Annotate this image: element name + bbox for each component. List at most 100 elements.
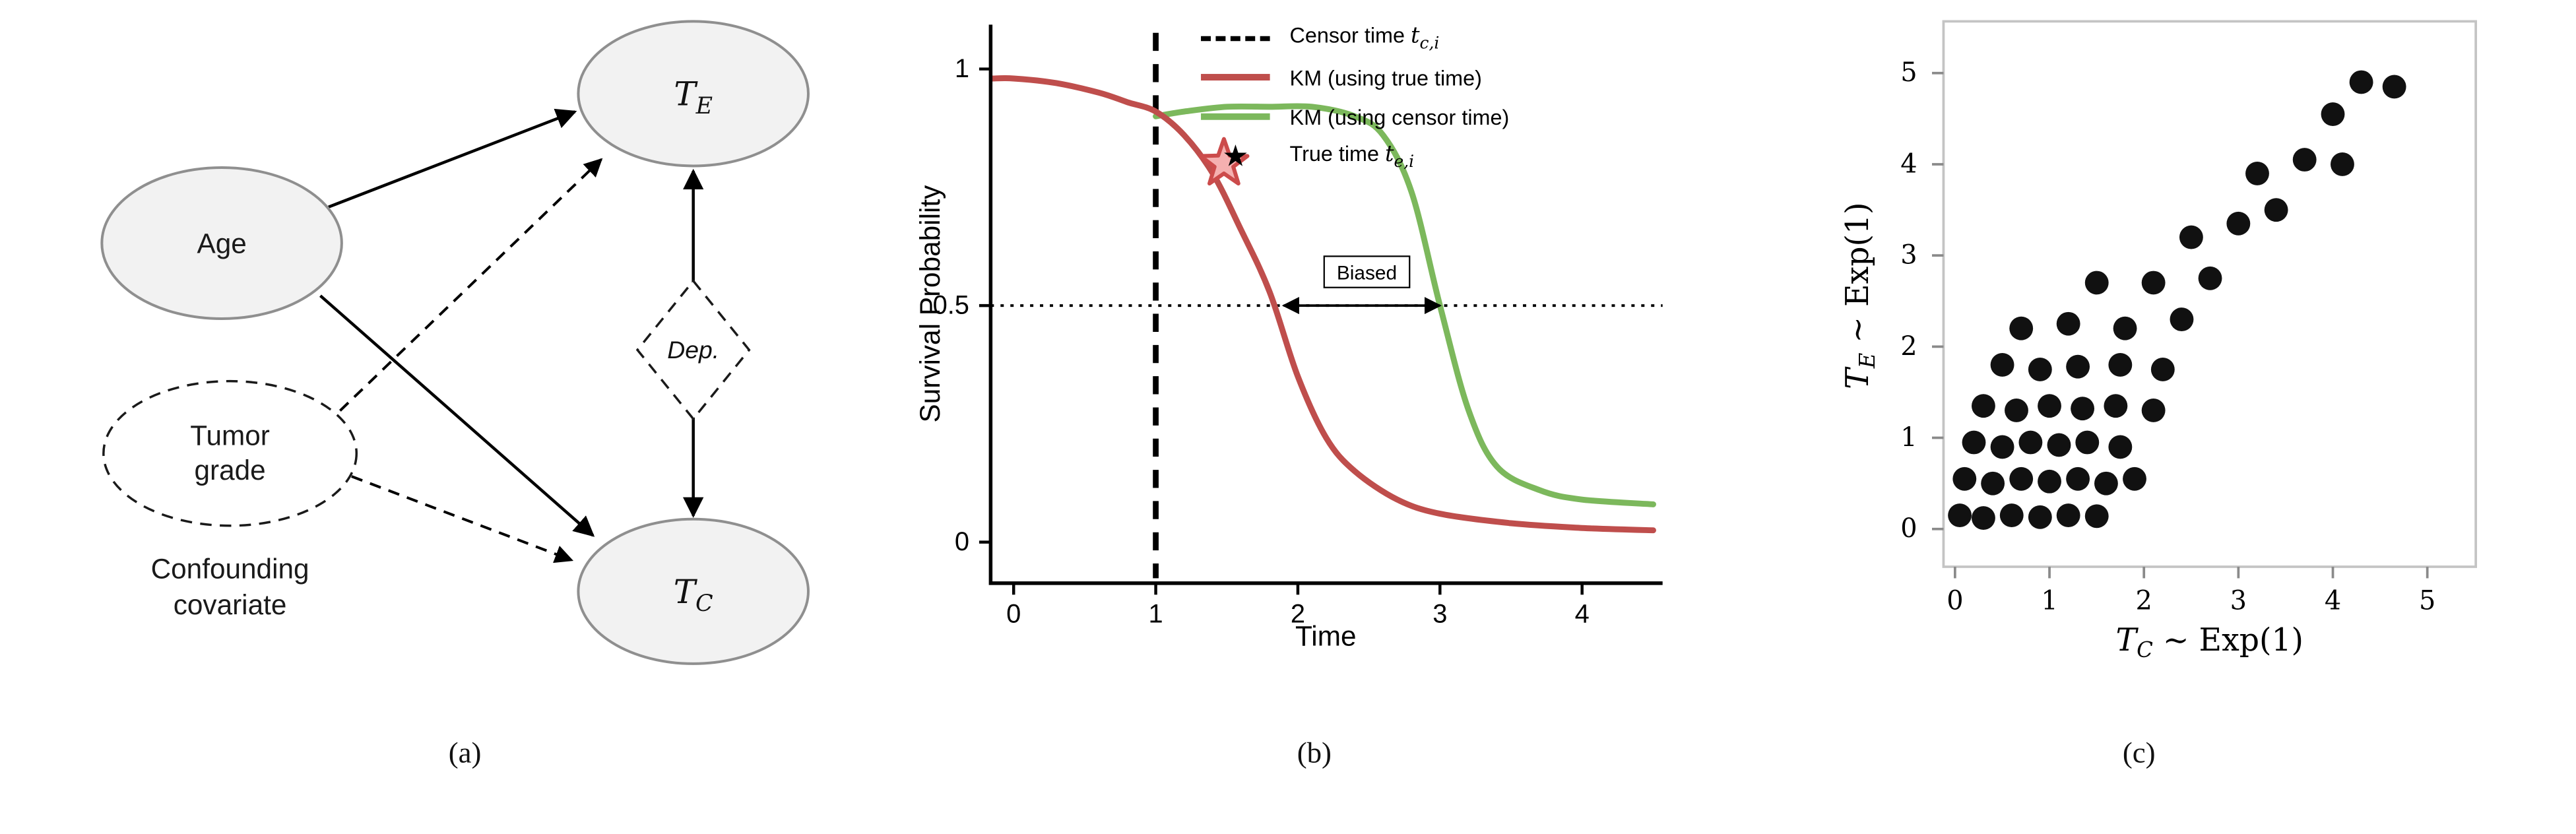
- data-point: [2018, 430, 2043, 455]
- te-label: TE: [674, 75, 713, 119]
- caption-a: (a): [448, 736, 482, 769]
- arrow-age-to-tc: [319, 294, 595, 537]
- data-point: [2075, 430, 2100, 455]
- data-point: [2047, 433, 2071, 457]
- data-point: [2331, 152, 2354, 176]
- dashed-line-icon: [1194, 35, 1276, 41]
- c-x-tick-label: 3: [2230, 586, 2247, 616]
- biased-label-box: [1323, 255, 1411, 288]
- c-y-tick-label: 1: [1900, 422, 1917, 453]
- data-point: [2349, 70, 2373, 94]
- age-label: Age: [197, 228, 246, 259]
- tc-label: TC: [674, 573, 713, 617]
- data-point: [2108, 435, 2133, 459]
- data-point: [2038, 469, 2061, 494]
- c-x-tick-label: 2: [2136, 586, 2152, 616]
- data-point: [2104, 394, 2128, 418]
- legend-item-km-true: KM (using true time): [1194, 59, 1509, 96]
- b-x-tick-label: 0: [1006, 600, 1021, 629]
- c-ylabel: TE ∼ Exp(1): [1840, 202, 1880, 389]
- data-point: [2066, 354, 2090, 379]
- data-point: [2056, 311, 2080, 336]
- km-censor-curve: [1153, 103, 1656, 507]
- data-point: [2141, 271, 2166, 295]
- panel-b-legend: Censor time tc,i KM (using true time) KM…: [1194, 20, 1509, 174]
- panel-c-ticks: [1932, 71, 2429, 579]
- data-point: [2084, 271, 2109, 295]
- data-point: [2009, 316, 2034, 340]
- panel-c-scatter: 0 1 2 3 4 5 0 1 2 3 4 5 TC ∼ Exp(1) TE ∼ Exp(1): [1840, 20, 2477, 662]
- legend-item-true-time: ★ True time te,i: [1194, 138, 1509, 174]
- data-point: [2071, 397, 2094, 421]
- data-point: [2028, 505, 2052, 529]
- data-point: [2321, 102, 2345, 126]
- data-point: [1981, 471, 2005, 496]
- legend-label-km-censor: KM (using censor time): [1289, 104, 1510, 129]
- plot-frame: [1942, 20, 2477, 568]
- b-xlabel: Time: [1295, 620, 1356, 651]
- data-point: [1972, 394, 1995, 418]
- c-y-tick-label: 5: [1900, 57, 1917, 88]
- caption-c: (c): [2122, 736, 2156, 769]
- node-tumor-grade: [102, 379, 358, 527]
- biased-label: Biased: [1337, 262, 1397, 284]
- data-point: [1999, 503, 2024, 527]
- c-xlabel: TC ∼ Exp(1): [2116, 622, 2303, 662]
- legend-item-km-censor: KM (using censor time): [1194, 98, 1509, 135]
- b-x-tick-label: 4: [1575, 600, 1590, 629]
- arrow-tumor-to-te: [339, 158, 603, 412]
- data-point: [1990, 353, 2014, 377]
- data-point: [2382, 75, 2406, 99]
- legend-item-censor-time: Censor time tc,i: [1194, 20, 1509, 56]
- data-point: [1990, 435, 2014, 459]
- c-x-tick-label: 0: [1947, 586, 1963, 616]
- data-point: [2141, 399, 2166, 422]
- panel-b-ticks: [979, 67, 1584, 595]
- legend-label-km-true: KM (using true time): [1289, 65, 1482, 90]
- legend-label-true-time: True time te,i: [1289, 141, 1415, 172]
- data-point: [2179, 225, 2203, 249]
- b-y-tick-label: 0: [955, 527, 969, 556]
- c-y-tick-label: 0: [1900, 513, 1917, 544]
- data-point: [2226, 211, 2251, 236]
- b-x-tick-label: 2: [1291, 600, 1305, 629]
- b-x-tick-label: 3: [1433, 600, 1447, 629]
- data-point: [2108, 353, 2133, 377]
- data-point: [1948, 503, 1972, 527]
- tumor-grade-label-line1: Tumor: [190, 420, 270, 451]
- node-age: [100, 166, 343, 321]
- arrow-age-to-te: [328, 108, 577, 208]
- red-line-icon: [1194, 74, 1276, 80]
- b-x-tick-label: 1: [1148, 600, 1163, 629]
- data-point: [2150, 358, 2175, 381]
- data-point: [2005, 399, 2028, 422]
- data-point: [2170, 307, 2194, 331]
- legend-label-censor-time: Censor time tc,i: [1289, 22, 1440, 53]
- data-point: [2009, 466, 2034, 491]
- data-point: [2084, 504, 2109, 529]
- data-point: [2094, 471, 2118, 496]
- confounding-note-line2: covariate: [174, 589, 287, 620]
- star-icon: ★: [1222, 139, 1249, 173]
- data-point: [2028, 358, 2052, 381]
- data-point: [1962, 430, 1986, 455]
- panel-a-dag: Age Tumor grade TE TC Dep. Confounding c…: [100, 20, 810, 665]
- data-point: [2292, 148, 2317, 172]
- b-y-tick-label: 1: [955, 54, 969, 83]
- data-point: [2198, 266, 2222, 290]
- panel-b-tick-labels: 0 1 2 3 4 0 0.5 1: [933, 54, 1590, 629]
- panel-c-tick-labels: 0 1 2 3 4 5 0 1 2 3 4 5: [1900, 57, 2435, 616]
- data-point: [2113, 316, 2137, 340]
- data-point: [2264, 198, 2288, 222]
- data-point: [2056, 503, 2080, 527]
- c-y-tick-label: 2: [1900, 331, 1917, 362]
- c-y-tick-label: 3: [1900, 240, 1917, 271]
- b-ylabel: Survival Probability: [915, 185, 946, 423]
- node-tc: [577, 517, 810, 665]
- c-y-tick-label: 4: [1900, 148, 1917, 179]
- data-point: [2245, 161, 2269, 185]
- tumor-grade-label-line2: grade: [194, 455, 265, 486]
- data-point: [1972, 506, 1995, 530]
- data-point: [2038, 394, 2061, 418]
- caption-b: (b): [1297, 736, 1332, 769]
